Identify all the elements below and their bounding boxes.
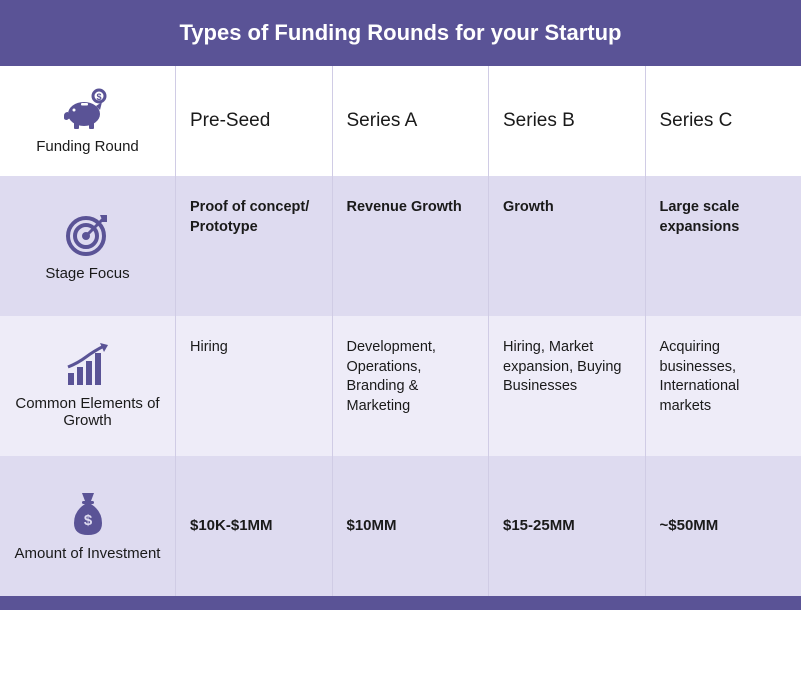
cell-investment: $15-25MM (488, 456, 645, 596)
cell-growth: Acquiring businesses, International mark… (645, 316, 801, 456)
row-header-investment: $ Amount of Investment (0, 456, 175, 596)
cell-stage-focus: Proof of concept/ Prototype (175, 176, 332, 316)
cell-investment: $10MM (332, 456, 489, 596)
target-icon (65, 211, 111, 257)
cell-round-name: Pre-Seed (175, 66, 332, 176)
row-header-label: Common Elements of Growth (10, 395, 165, 429)
svg-text:$: $ (96, 92, 101, 102)
cell-round-name: Series C (645, 66, 801, 176)
row-header-label: Funding Round (36, 138, 139, 155)
cell-investment: ~$50MM (645, 456, 801, 596)
row-header-label: Stage Focus (45, 265, 129, 282)
cell-stage-focus: Large scale expansions (645, 176, 801, 316)
row-header-stage-focus: Stage Focus (0, 176, 175, 316)
row-header-label: Amount of Investment (15, 545, 161, 562)
cell-round-name: Series B (488, 66, 645, 176)
cell-growth: Development, Operations, Branding & Mark… (332, 316, 489, 456)
footer-bar (0, 596, 801, 610)
row-header-funding-round: $ Funding Round (0, 66, 175, 176)
table-grid: $ Funding Round Pre-Seed Series A Series… (0, 66, 801, 596)
money-bag-icon: $ (68, 491, 108, 537)
cell-stage-focus: Revenue Growth (332, 176, 489, 316)
row-header-growth: Common Elements of Growth (0, 316, 175, 456)
cell-round-name: Series A (332, 66, 489, 176)
cell-growth: Hiring (175, 316, 332, 456)
cell-stage-focus: Growth (488, 176, 645, 316)
svg-text:$: $ (83, 512, 92, 529)
cell-growth: Hiring, Market expansion, Buying Busines… (488, 316, 645, 456)
table-title: Types of Funding Rounds for your Startup (0, 0, 801, 66)
piggy-bank-icon: $ (64, 88, 112, 130)
cell-investment: $10K-$1MM (175, 456, 332, 596)
funding-rounds-table: Types of Funding Rounds for your Startup… (0, 0, 801, 610)
growth-chart-icon (64, 343, 112, 387)
